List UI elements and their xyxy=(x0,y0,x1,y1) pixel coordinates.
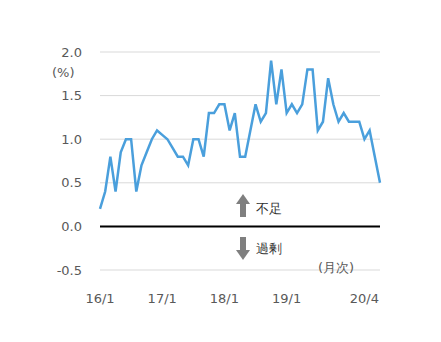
svg-text:1.0: 1.0 xyxy=(61,132,82,147)
svg-text:2.0: 2.0 xyxy=(61,45,82,60)
svg-text:0.5: 0.5 xyxy=(61,175,82,190)
svg-text:(%): (%) xyxy=(52,65,75,80)
svg-text:過剰: 過剰 xyxy=(256,241,282,256)
svg-text:19/1: 19/1 xyxy=(272,291,301,306)
svg-text:17/1: 17/1 xyxy=(148,291,177,306)
svg-text:1.5: 1.5 xyxy=(61,88,82,103)
svg-text:0.0: 0.0 xyxy=(61,219,82,234)
svg-text:-0.5: -0.5 xyxy=(57,263,82,278)
svg-text:(月次): (月次) xyxy=(318,260,354,275)
svg-text:18/1: 18/1 xyxy=(210,291,239,306)
svg-text:16/1: 16/1 xyxy=(85,291,114,306)
svg-text:不足: 不足 xyxy=(256,201,282,216)
svg-text:20/4: 20/4 xyxy=(350,291,379,306)
